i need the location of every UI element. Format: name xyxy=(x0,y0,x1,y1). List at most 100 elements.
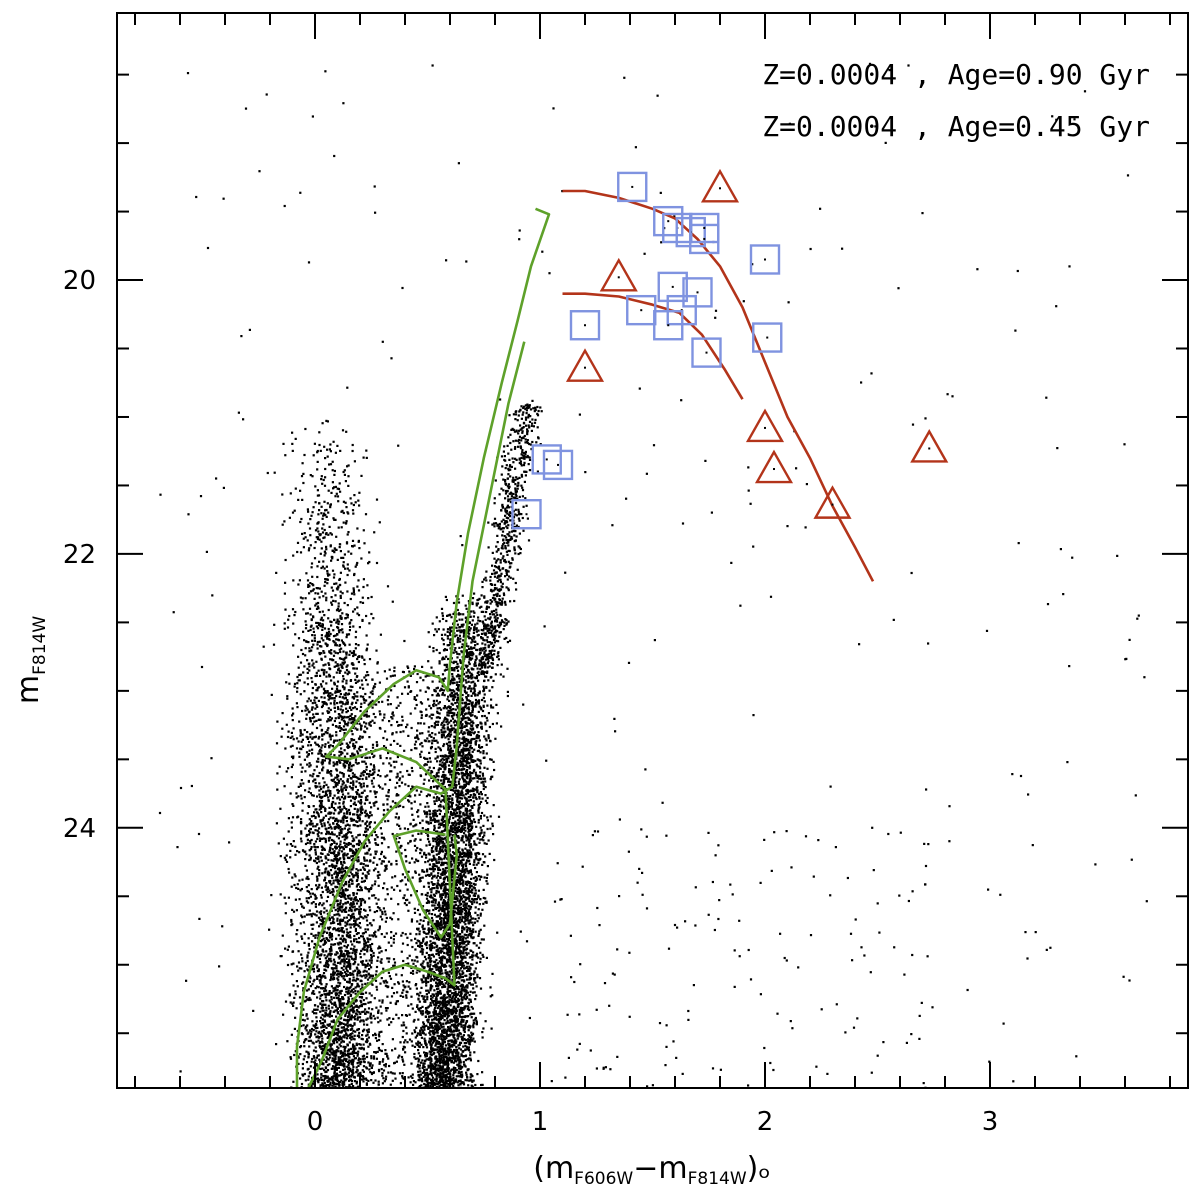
field-star xyxy=(371,884,374,887)
field-star xyxy=(374,979,378,982)
field-star xyxy=(320,658,323,661)
field-star xyxy=(299,661,303,664)
field-star xyxy=(336,867,340,870)
field-star xyxy=(352,707,355,710)
field-star xyxy=(281,727,284,730)
field-star xyxy=(343,910,346,913)
field-star xyxy=(349,936,352,939)
field-star xyxy=(329,744,332,747)
field-star xyxy=(330,843,333,846)
field-star xyxy=(314,1033,317,1036)
field-star xyxy=(312,736,315,739)
field-star xyxy=(319,1046,322,1049)
field-star xyxy=(309,733,312,736)
field-star xyxy=(424,874,428,877)
field-star xyxy=(326,890,329,894)
field-star xyxy=(346,836,349,839)
field-star xyxy=(340,989,343,992)
field-star xyxy=(360,745,364,748)
field-star xyxy=(361,1034,364,1037)
field-star xyxy=(372,1055,376,1058)
field-star xyxy=(332,807,335,810)
field-star xyxy=(303,453,306,457)
field-star xyxy=(318,911,321,914)
field-star xyxy=(309,590,313,593)
field-star xyxy=(329,1078,333,1081)
field-star xyxy=(356,695,359,698)
field-star xyxy=(309,840,312,843)
field-star xyxy=(333,1054,336,1057)
field-star xyxy=(296,687,299,690)
field-star xyxy=(333,1001,337,1004)
field-star xyxy=(432,854,435,857)
field-star xyxy=(342,1004,345,1007)
field-star xyxy=(341,628,344,631)
field-star xyxy=(445,665,448,668)
field-star xyxy=(306,659,309,662)
field-star xyxy=(447,898,450,901)
field-star xyxy=(457,1063,460,1066)
field-star xyxy=(362,1065,366,1068)
field-star xyxy=(303,970,306,973)
field-star xyxy=(357,932,360,935)
field-star xyxy=(322,687,326,690)
field-star xyxy=(336,652,339,655)
field-star xyxy=(387,971,390,974)
field-star xyxy=(305,897,308,900)
field-star xyxy=(356,585,359,588)
field-star xyxy=(347,808,351,811)
field-star xyxy=(337,500,340,503)
field-star xyxy=(319,683,323,686)
field-star xyxy=(310,820,313,823)
field-star xyxy=(318,793,321,796)
field-star xyxy=(321,763,324,766)
field-star xyxy=(432,937,435,940)
field-star xyxy=(337,664,340,667)
field-star xyxy=(331,921,334,925)
field-star xyxy=(354,785,357,788)
field-star xyxy=(452,741,456,744)
field-star xyxy=(334,485,337,488)
field-star xyxy=(350,902,353,905)
field-star xyxy=(354,1012,358,1015)
field-star xyxy=(352,991,355,994)
field-star xyxy=(340,1050,343,1053)
field-star xyxy=(325,783,328,786)
field-star xyxy=(284,902,287,905)
field-star xyxy=(443,807,446,810)
field-star xyxy=(309,774,312,777)
field-star xyxy=(342,556,345,559)
field-star xyxy=(346,1018,349,1022)
field-star xyxy=(313,845,316,848)
field-star xyxy=(289,849,292,852)
field-star xyxy=(322,755,325,758)
field-star xyxy=(431,877,434,880)
field-star xyxy=(345,682,348,685)
field-star xyxy=(331,1079,334,1082)
field-star xyxy=(340,1079,343,1082)
field-star xyxy=(468,833,471,836)
field-star xyxy=(358,655,361,658)
field-star xyxy=(353,807,356,810)
field-star xyxy=(327,533,330,536)
field-star xyxy=(349,795,352,798)
field-star xyxy=(291,442,294,445)
field-star xyxy=(349,1047,352,1050)
field-star xyxy=(341,835,344,838)
field-star xyxy=(336,558,339,561)
field-star xyxy=(347,955,350,958)
field-star xyxy=(319,674,322,677)
field-star xyxy=(372,1034,375,1037)
field-star xyxy=(461,760,464,763)
field-star xyxy=(328,1085,331,1088)
field-star xyxy=(345,967,348,970)
field-star xyxy=(385,1075,388,1078)
field-star xyxy=(304,427,307,431)
field-star xyxy=(329,950,332,953)
field-star xyxy=(331,1027,334,1030)
field-star xyxy=(332,1020,335,1024)
field-star xyxy=(309,628,312,632)
field-star xyxy=(316,975,319,978)
field-star xyxy=(361,992,364,995)
field-star xyxy=(366,1023,369,1026)
